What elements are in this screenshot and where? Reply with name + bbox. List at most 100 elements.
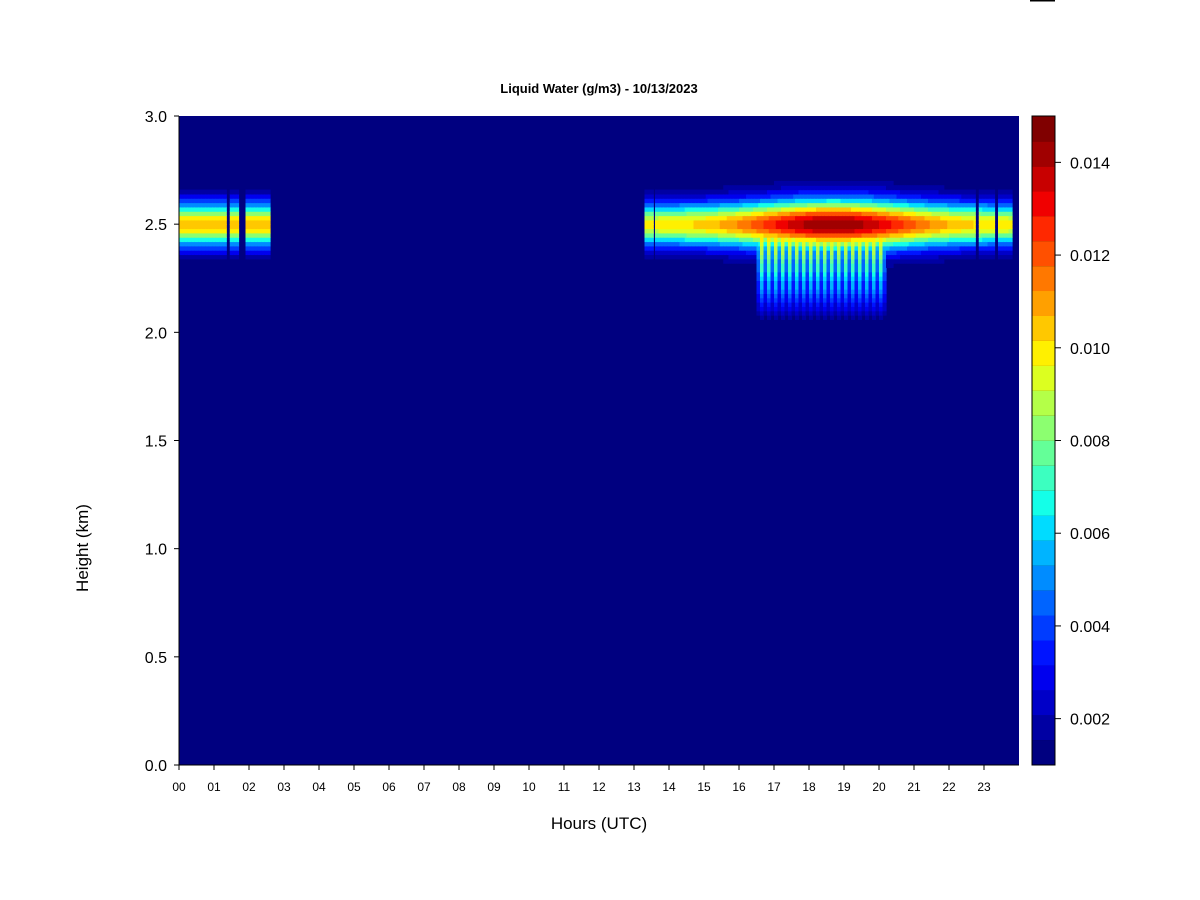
heatmap-cell bbox=[704, 228, 707, 234]
heatmap-cell bbox=[896, 254, 899, 260]
heatmap-cell bbox=[819, 185, 822, 191]
heatmap-cell bbox=[261, 215, 264, 221]
heatmap-cell bbox=[880, 310, 884, 316]
heatmap-cell bbox=[264, 202, 268, 208]
heatmap-cell bbox=[744, 198, 747, 204]
heatmap-cell bbox=[908, 228, 912, 234]
heatmap-cell bbox=[684, 245, 688, 251]
heatmap-cell bbox=[793, 280, 796, 286]
heatmap-cell bbox=[845, 302, 849, 307]
heatmap-cell bbox=[970, 219, 973, 225]
heatmap-cell bbox=[805, 232, 808, 238]
heatmap-cell bbox=[957, 202, 961, 208]
heatmap-cell bbox=[786, 263, 789, 269]
heatmap-cell bbox=[196, 219, 199, 225]
heatmap-cell bbox=[971, 193, 975, 199]
heatmap-cell bbox=[186, 202, 189, 208]
heatmap-cell bbox=[189, 211, 192, 217]
heatmap-cell bbox=[866, 206, 870, 212]
heatmap-cell bbox=[782, 193, 786, 199]
heatmap-cell bbox=[833, 284, 836, 290]
heatmap-cell bbox=[214, 206, 217, 212]
heatmap-cell bbox=[700, 232, 703, 238]
heatmap-cell bbox=[758, 211, 761, 217]
heatmap-cell bbox=[830, 284, 833, 290]
heatmap-cell bbox=[252, 237, 255, 243]
heatmap-cell bbox=[859, 267, 863, 273]
heatmap-cell bbox=[856, 297, 859, 303]
heatmap-cell bbox=[775, 193, 779, 199]
heatmap-cell bbox=[180, 211, 184, 217]
heatmap-cell bbox=[971, 206, 975, 212]
heatmap-cell bbox=[844, 315, 847, 320]
heatmap-cell bbox=[821, 185, 824, 191]
heatmap-cell bbox=[964, 215, 968, 221]
heatmap-cell bbox=[798, 263, 801, 269]
heatmap-cell bbox=[775, 310, 779, 316]
heatmap-cell bbox=[760, 215, 763, 221]
heatmap-cell bbox=[816, 215, 819, 221]
heatmap-cell bbox=[250, 206, 254, 212]
heatmap-cell bbox=[774, 293, 777, 299]
heatmap-cell bbox=[791, 254, 794, 260]
heatmap-cell bbox=[266, 254, 269, 260]
heatmap-cell bbox=[767, 232, 770, 238]
heatmap-cell bbox=[250, 254, 254, 260]
heatmap-cell bbox=[693, 237, 696, 243]
heatmap-cell bbox=[646, 219, 649, 225]
heatmap-cell bbox=[709, 237, 712, 243]
heatmap-cell bbox=[702, 219, 705, 225]
heatmap-cell bbox=[688, 232, 691, 238]
heatmap-cell bbox=[662, 219, 665, 225]
heatmap-cell bbox=[191, 237, 194, 243]
heatmap-cell bbox=[660, 245, 663, 251]
heatmap-cell bbox=[819, 232, 822, 238]
heatmap-cell bbox=[756, 302, 759, 307]
heatmap-cell bbox=[845, 250, 849, 256]
heatmap-cell bbox=[795, 232, 798, 238]
heatmap-cell bbox=[914, 241, 917, 247]
heatmap-cell bbox=[896, 198, 899, 204]
heatmap-cell bbox=[877, 211, 880, 217]
heatmap-cell bbox=[222, 237, 226, 243]
heatmap-cell bbox=[179, 219, 182, 225]
heatmap-cell bbox=[842, 284, 845, 290]
heatmap-cell bbox=[788, 254, 791, 260]
heatmap-cell bbox=[795, 245, 798, 251]
heatmap-cell bbox=[189, 237, 192, 243]
heatmap-cell bbox=[809, 306, 812, 312]
heatmap-cell bbox=[760, 206, 763, 212]
heatmap-cell bbox=[828, 258, 831, 264]
heatmap-cell bbox=[644, 245, 647, 251]
heatmap-cell bbox=[802, 250, 805, 256]
heatmap-cell bbox=[943, 189, 947, 195]
heatmap-cell bbox=[753, 224, 756, 230]
heatmap-cell bbox=[789, 267, 793, 273]
heatmap-cell bbox=[679, 193, 682, 199]
heatmap-cell bbox=[875, 289, 878, 294]
heatmap-cell bbox=[963, 228, 966, 234]
heatmap-cell bbox=[756, 241, 759, 247]
heatmap-cell bbox=[894, 185, 898, 191]
heatmap-cell bbox=[882, 276, 885, 282]
heatmap-cell bbox=[250, 241, 254, 247]
heatmap-cell bbox=[935, 241, 938, 247]
heatmap-cell bbox=[875, 241, 878, 247]
heatmap-cell bbox=[210, 245, 213, 251]
heatmap-cell bbox=[180, 237, 184, 243]
heatmap-cell bbox=[819, 276, 822, 282]
heatmap-cell bbox=[235, 228, 238, 234]
heatmap-cell bbox=[875, 310, 878, 316]
heatmap-cell bbox=[179, 215, 182, 221]
heatmap-cell bbox=[896, 211, 899, 217]
heatmap-cell bbox=[193, 224, 196, 230]
heatmap-cell bbox=[858, 215, 861, 221]
heatmap-cell bbox=[907, 202, 910, 208]
heatmap-cell bbox=[865, 280, 868, 286]
heatmap-cell bbox=[816, 224, 819, 230]
heatmap-cell bbox=[245, 250, 248, 256]
heatmap-cell bbox=[798, 193, 801, 199]
heatmap-cell bbox=[180, 189, 184, 195]
heatmap-cell bbox=[837, 280, 840, 286]
heatmap-cell bbox=[733, 219, 737, 225]
